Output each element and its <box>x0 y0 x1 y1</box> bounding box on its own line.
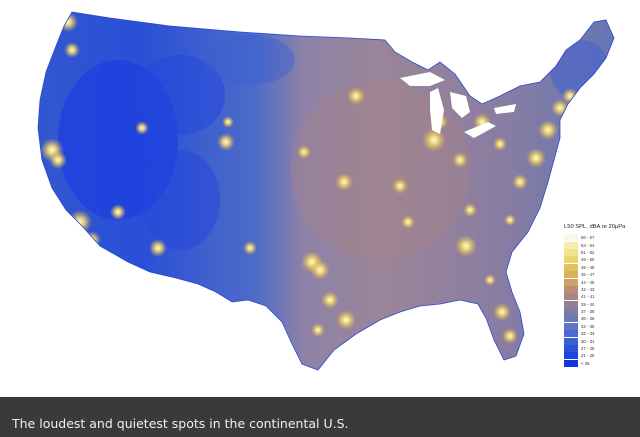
legend-swatch <box>564 263 578 271</box>
legend-swatch <box>564 241 578 249</box>
legend-entry: < 26 <box>564 359 636 367</box>
legend-label: 37 - 38 <box>581 309 595 315</box>
legend-swatch <box>564 330 578 338</box>
legend-swatch <box>564 285 578 293</box>
legend-entry: 49 - 50 <box>564 256 636 264</box>
legend-swatch <box>564 359 578 367</box>
legend-swatch <box>564 248 578 256</box>
caption: The loudest and quietest spots in the co… <box>12 416 349 431</box>
legend-label: 39 - 40 <box>581 301 595 307</box>
legend-label: 32 - 33 <box>581 331 595 337</box>
legend-entry: 53 - 54 <box>564 241 636 249</box>
legend-label: < 26 <box>581 360 590 366</box>
legend-entry: 46 - 47 <box>564 271 636 279</box>
legend-rows: 56 - 67 53 - 54 51 - 52 49 - 50 48 - 48 46 - … <box>564 234 636 367</box>
legend-label: 21 - 26 <box>581 353 595 359</box>
legend-swatch <box>564 337 578 345</box>
legend-entry: 39 - 40 <box>564 300 636 308</box>
legend-entry: 36 - 36 <box>564 315 636 323</box>
legend-label: 27 - 29 <box>581 346 595 352</box>
quiet-region-maine <box>550 40 610 100</box>
legend-entry: 37 - 38 <box>564 308 636 316</box>
legend-label: 42 - 43 <box>581 286 595 292</box>
legend-swatch <box>564 322 578 330</box>
legend-entry: 32 - 33 <box>564 330 636 338</box>
quiet-region-plains-north <box>205 35 295 85</box>
legend-swatch <box>564 293 578 301</box>
legend-swatch <box>564 234 578 242</box>
legend-swatch <box>564 300 578 308</box>
legend-swatch <box>564 345 578 353</box>
legend-label: 46 - 47 <box>581 272 595 278</box>
map-figure: L50 SPL, dBA re 20μPa 56 - 67 53 - 54 51 -… <box>37 11 636 371</box>
loud-region-midwest <box>290 80 470 260</box>
legend-swatch <box>564 315 578 323</box>
legend-label: 30 - 31 <box>581 338 595 344</box>
legend-entry: 41 - 41 <box>564 293 636 301</box>
legend-swatch <box>564 256 578 264</box>
legend-label: 34 - 35 <box>581 323 595 329</box>
legend-entry: 42 - 43 <box>564 285 636 293</box>
legend-entry: 51 - 52 <box>564 248 636 256</box>
legend-label: 48 - 48 <box>581 264 595 270</box>
legend-title: L50 SPL, dBA re 20μPa <box>564 224 626 230</box>
quiet-region-rockies <box>135 55 225 135</box>
legend-swatch <box>564 308 578 316</box>
caption-bar: The loudest and quietest spots in the co… <box>0 397 640 437</box>
legend-swatch <box>564 278 578 286</box>
legend-entry: 21 - 26 <box>564 352 636 360</box>
legend-label: 36 - 36 <box>581 316 595 322</box>
legend-label: 49 - 50 <box>581 257 595 263</box>
legend-entry: 48 - 48 <box>564 263 636 271</box>
legend-label: 53 - 54 <box>581 242 595 248</box>
legend: L50 SPL, dBA re 20μPa 56 - 67 53 - 54 51 -… <box>564 224 636 367</box>
legend-label: 41 - 41 <box>581 294 595 300</box>
legend-label: 51 - 52 <box>581 249 595 255</box>
legend-entry: 56 - 67 <box>564 234 636 242</box>
great-lakes <box>400 72 516 138</box>
quiet-region-southwest <box>140 150 220 250</box>
legend-entry: 34 - 35 <box>564 322 636 330</box>
us-noise-map <box>37 11 615 371</box>
legend-swatch <box>564 271 578 279</box>
legend-entry: 30 - 31 <box>564 337 636 345</box>
legend-entry: 27 - 29 <box>564 345 636 353</box>
legend-label: 56 - 67 <box>581 235 595 241</box>
legend-entry: 44 - 45 <box>564 278 636 286</box>
legend-label: 44 - 45 <box>581 279 595 285</box>
legend-swatch <box>564 352 578 360</box>
